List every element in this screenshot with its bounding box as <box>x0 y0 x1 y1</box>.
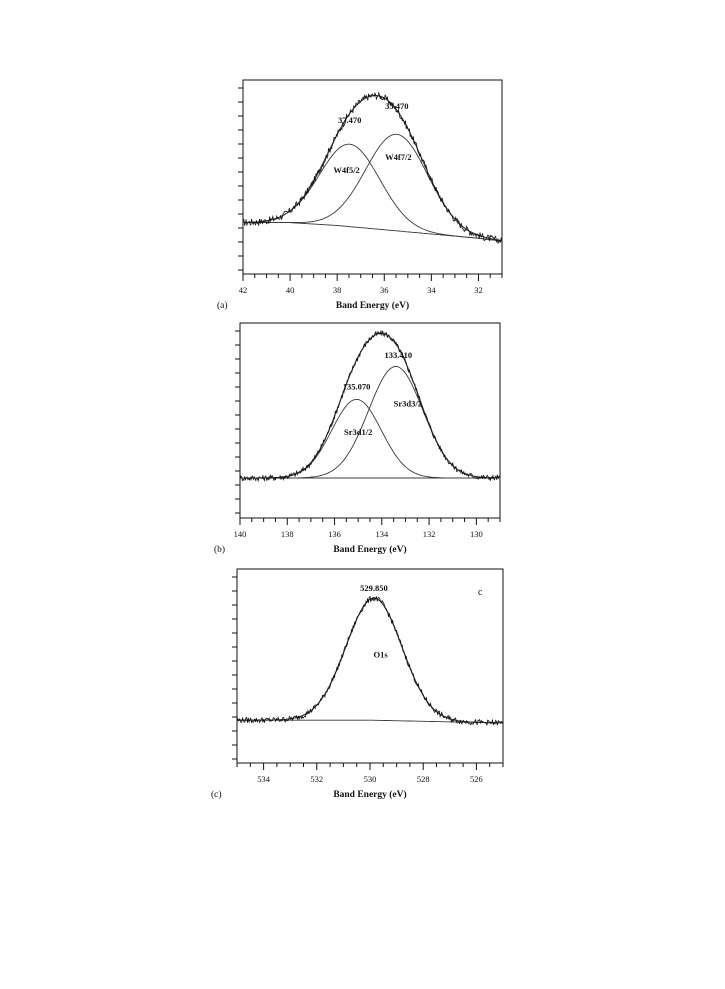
x-tick-label: 134 <box>375 529 389 539</box>
peak-annotation: W4f7/2 <box>385 152 411 162</box>
measured-spectrum <box>239 330 501 483</box>
component-peak-1 <box>237 597 503 724</box>
x-tick-label: 528 <box>417 774 430 784</box>
chart-panel-2 <box>235 322 501 525</box>
plot-frame <box>239 322 501 519</box>
corner-label: c <box>478 587 483 598</box>
x-tick-label: 532 <box>310 774 323 784</box>
x-tick-label: 40 <box>286 285 295 295</box>
x-tick-label: 534 <box>257 774 271 784</box>
component-peak-1 <box>240 398 500 479</box>
panel-label: (a) <box>217 300 228 311</box>
panel-label: (b) <box>214 544 225 555</box>
x-axis-label: Band Energy (eV) <box>336 300 409 311</box>
x-tick-label: 42 <box>239 285 248 295</box>
x-tick-label: 36 <box>380 285 389 295</box>
component-peak-2 <box>243 133 503 242</box>
measured-spectrum <box>236 595 504 726</box>
peak-annotation: Sr3d3/2 <box>394 399 422 409</box>
background-line <box>243 222 503 242</box>
x-tick-label: 140 <box>234 529 247 539</box>
x-tick-label: 132 <box>423 529 436 539</box>
peak-annotation: 35.470 <box>385 101 408 111</box>
x-tick-label: 530 <box>364 774 377 784</box>
fit-envelope <box>237 597 503 724</box>
x-axis-label: Band Energy (eV) <box>333 789 406 800</box>
x-tick-label: 136 <box>328 529 341 539</box>
peak-annotation: 133.410 <box>385 350 413 360</box>
peak-annotation: O1s <box>374 650 389 660</box>
peak-annotation: 135.070 <box>343 381 371 391</box>
peak-annotation: Sr3d1/2 <box>344 427 372 437</box>
measured-spectrum <box>242 91 503 244</box>
x-tick-label: 38 <box>333 285 342 295</box>
plot-frame <box>242 79 503 275</box>
panel-label: (c) <box>211 789 222 800</box>
fit-envelope <box>243 94 503 242</box>
peak-annotation: 529.850 <box>360 583 388 593</box>
chart-panel-1 <box>238 79 503 281</box>
chart-panel-3 <box>232 568 504 770</box>
peak-annotation: 37.470 <box>338 115 361 125</box>
peak-annotation: W4f5/2 <box>333 165 359 175</box>
x-tick-label: 34 <box>427 285 436 295</box>
x-tick-label: 526 <box>470 774 483 784</box>
x-tick-label: 130 <box>470 529 483 539</box>
x-axis-label: Band Energy (eV) <box>333 544 406 555</box>
x-tick-label: 32 <box>474 285 483 295</box>
x-tick-label: 138 <box>281 529 294 539</box>
